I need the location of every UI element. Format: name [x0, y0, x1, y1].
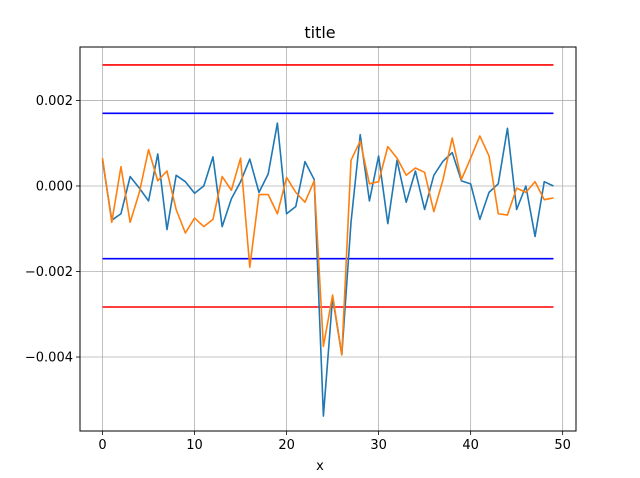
x-axis-label: x	[316, 459, 324, 474]
x-tick-label: 10	[186, 438, 203, 453]
series-line-2	[101, 135, 554, 356]
y-tick-label: −0.002	[25, 265, 73, 280]
chart-title: title	[304, 23, 335, 42]
axes-frame	[79, 46, 577, 432]
axis-ticks: 0 10 20 30 40 50 0.002 0.000 −0.002 −0.004	[25, 94, 571, 453]
x-tick-label: 0	[98, 438, 106, 453]
series-line-1	[101, 122, 554, 417]
data-series	[101, 122, 554, 417]
y-tick-label: −0.004	[25, 351, 73, 366]
x-tick-label: 50	[554, 438, 571, 453]
x-tick-label: 20	[278, 438, 295, 453]
y-tick-label: 0.000	[36, 179, 73, 194]
reference-lines	[102, 64, 554, 308]
x-tick-label: 30	[370, 438, 387, 453]
grid	[80, 47, 576, 431]
x-tick-label: 40	[462, 438, 479, 453]
y-tick-label: 0.002	[36, 94, 73, 109]
